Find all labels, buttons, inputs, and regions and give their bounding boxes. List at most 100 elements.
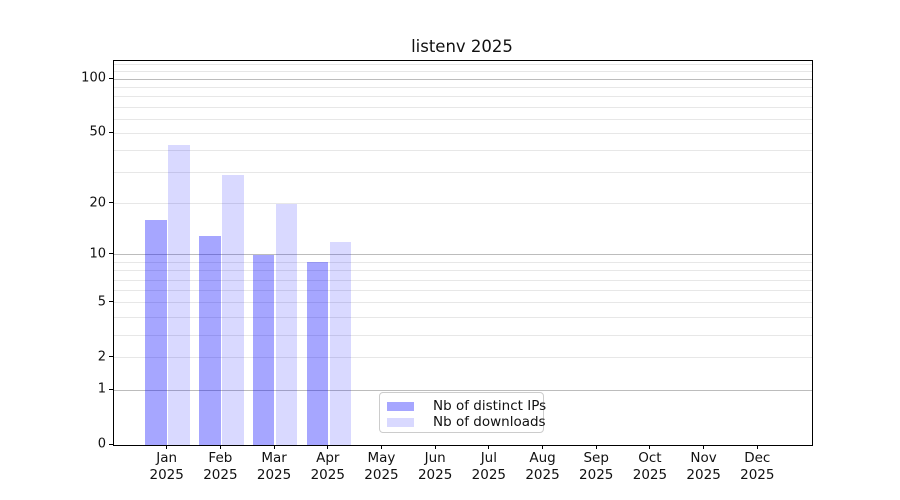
month-label: Jan <box>156 450 178 466</box>
minor-gridline <box>114 302 812 304</box>
y-tick-label: 2 <box>97 349 106 365</box>
y-tick-label: 1 <box>97 381 106 397</box>
legend-row: Nb of distinct IPs <box>387 398 546 414</box>
x-tick-mark <box>649 445 651 449</box>
x-tick-mark <box>703 445 705 449</box>
bar-distinct-ips-jan <box>145 220 167 445</box>
year-label: 2025 <box>686 467 721 483</box>
y-tick-mark <box>109 301 113 303</box>
x-tick-label-jan: Jan 2025 <box>127 450 207 484</box>
x-tick-label-may: May 2025 <box>341 450 421 484</box>
bar-distinct-ips-apr <box>306 262 329 445</box>
month-label: Dec <box>744 450 771 466</box>
minor-gridline <box>114 290 812 292</box>
month-label: Apr <box>316 450 340 466</box>
y-tick-label: 100 <box>81 70 106 86</box>
x-tick-label-oct: Oct 2025 <box>610 450 690 484</box>
x-tick-mark <box>166 445 168 449</box>
x-tick-label-mar: Mar 2025 <box>234 450 314 484</box>
minor-gridline <box>114 270 812 272</box>
minor-gridline <box>114 316 812 318</box>
y-tick-label: 50 <box>89 124 106 140</box>
minor-gridline <box>114 106 812 108</box>
x-tick-label-jul: Jul 2025 <box>449 450 529 484</box>
major-gridline <box>114 78 812 80</box>
year-label: 2025 <box>417 467 453 483</box>
legend-swatch-icon <box>387 417 414 427</box>
x-tick-mark <box>434 445 436 449</box>
year-label: 2025 <box>579 467 614 483</box>
legend-label: Nb of distinct IPs <box>433 398 547 414</box>
plot-area <box>113 60 813 446</box>
y-tick-label: 10 <box>89 246 106 262</box>
x-tick-label-sep: Sep 2025 <box>556 450 636 484</box>
bar-downloads-mar <box>275 203 298 445</box>
month-label: Sep <box>583 450 609 466</box>
bar-distinct-ips-mar <box>252 254 275 445</box>
year-label: 2025 <box>203 467 238 483</box>
y-tick-mark <box>109 202 113 204</box>
y-tick-label: 0 <box>97 436 106 452</box>
month-label: May <box>367 450 396 466</box>
year-label: 2025 <box>149 467 184 483</box>
y-tick-label: 20 <box>89 195 106 211</box>
y-tick-label: 5 <box>97 294 106 310</box>
year-label: 2025 <box>310 467 345 483</box>
legend-row: Nb of downloads <box>387 414 546 430</box>
minor-gridline <box>114 132 812 134</box>
x-tick-label-aug: Aug 2025 <box>503 450 583 484</box>
x-tick-mark <box>219 445 221 449</box>
y-tick-mark <box>109 253 113 255</box>
x-tick-mark <box>542 445 544 449</box>
minor-gridline <box>114 279 812 281</box>
x-tick-label-jun: Jun 2025 <box>395 450 475 484</box>
minor-gridline <box>114 203 812 205</box>
minor-gridline <box>114 64 812 66</box>
month-label: Jun <box>424 450 446 466</box>
minor-gridline <box>114 261 812 263</box>
bar-downloads-jan <box>168 145 190 445</box>
y-tick-mark <box>109 77 113 79</box>
month-label: Oct <box>638 450 662 466</box>
legend-swatch-icon <box>387 401 414 411</box>
y-tick-mark <box>109 131 113 133</box>
bar-downloads-apr <box>329 241 352 445</box>
chart-title: listenv 2025 <box>411 37 513 56</box>
x-tick-mark <box>380 445 382 449</box>
month-label: Mar <box>261 450 287 466</box>
minor-gridline <box>114 357 812 359</box>
legend-label: Nb of downloads <box>433 414 546 430</box>
month-label: Nov <box>690 450 717 466</box>
bar-distinct-ips-feb <box>199 235 221 445</box>
minor-gridline <box>114 118 812 120</box>
x-tick-mark <box>756 445 758 449</box>
minor-gridline <box>114 71 812 73</box>
x-tick-mark <box>595 445 597 449</box>
year-label: 2025 <box>740 467 775 483</box>
x-tick-mark <box>273 445 275 449</box>
year-label: 2025 <box>256 467 292 483</box>
year-label: 2025 <box>525 467 560 483</box>
bar-downloads-feb <box>222 175 244 445</box>
x-tick-label-apr: Apr 2025 <box>288 450 368 484</box>
minor-gridline <box>114 96 812 98</box>
minor-gridline <box>114 150 812 152</box>
major-gridline <box>114 254 812 256</box>
x-tick-mark <box>488 445 490 449</box>
y-tick-mark <box>109 356 113 358</box>
y-tick-mark <box>109 388 113 390</box>
legend: Nb of distinct IPs Nb of downloads <box>379 392 546 433</box>
x-tick-label-feb: Feb 2025 <box>180 450 260 484</box>
major-gridline <box>114 389 812 391</box>
year-label: 2025 <box>364 467 399 483</box>
month-label: Jul <box>480 450 497 466</box>
minor-gridline <box>114 172 812 174</box>
y-tick-mark <box>109 443 113 445</box>
minor-gridline <box>114 334 812 336</box>
x-tick-label-dec: Dec 2025 <box>717 450 797 484</box>
month-label: Aug <box>529 450 556 466</box>
year-label: 2025 <box>471 467 507 483</box>
x-tick-label-nov: Nov 2025 <box>664 450 744 484</box>
year-label: 2025 <box>632 467 668 483</box>
